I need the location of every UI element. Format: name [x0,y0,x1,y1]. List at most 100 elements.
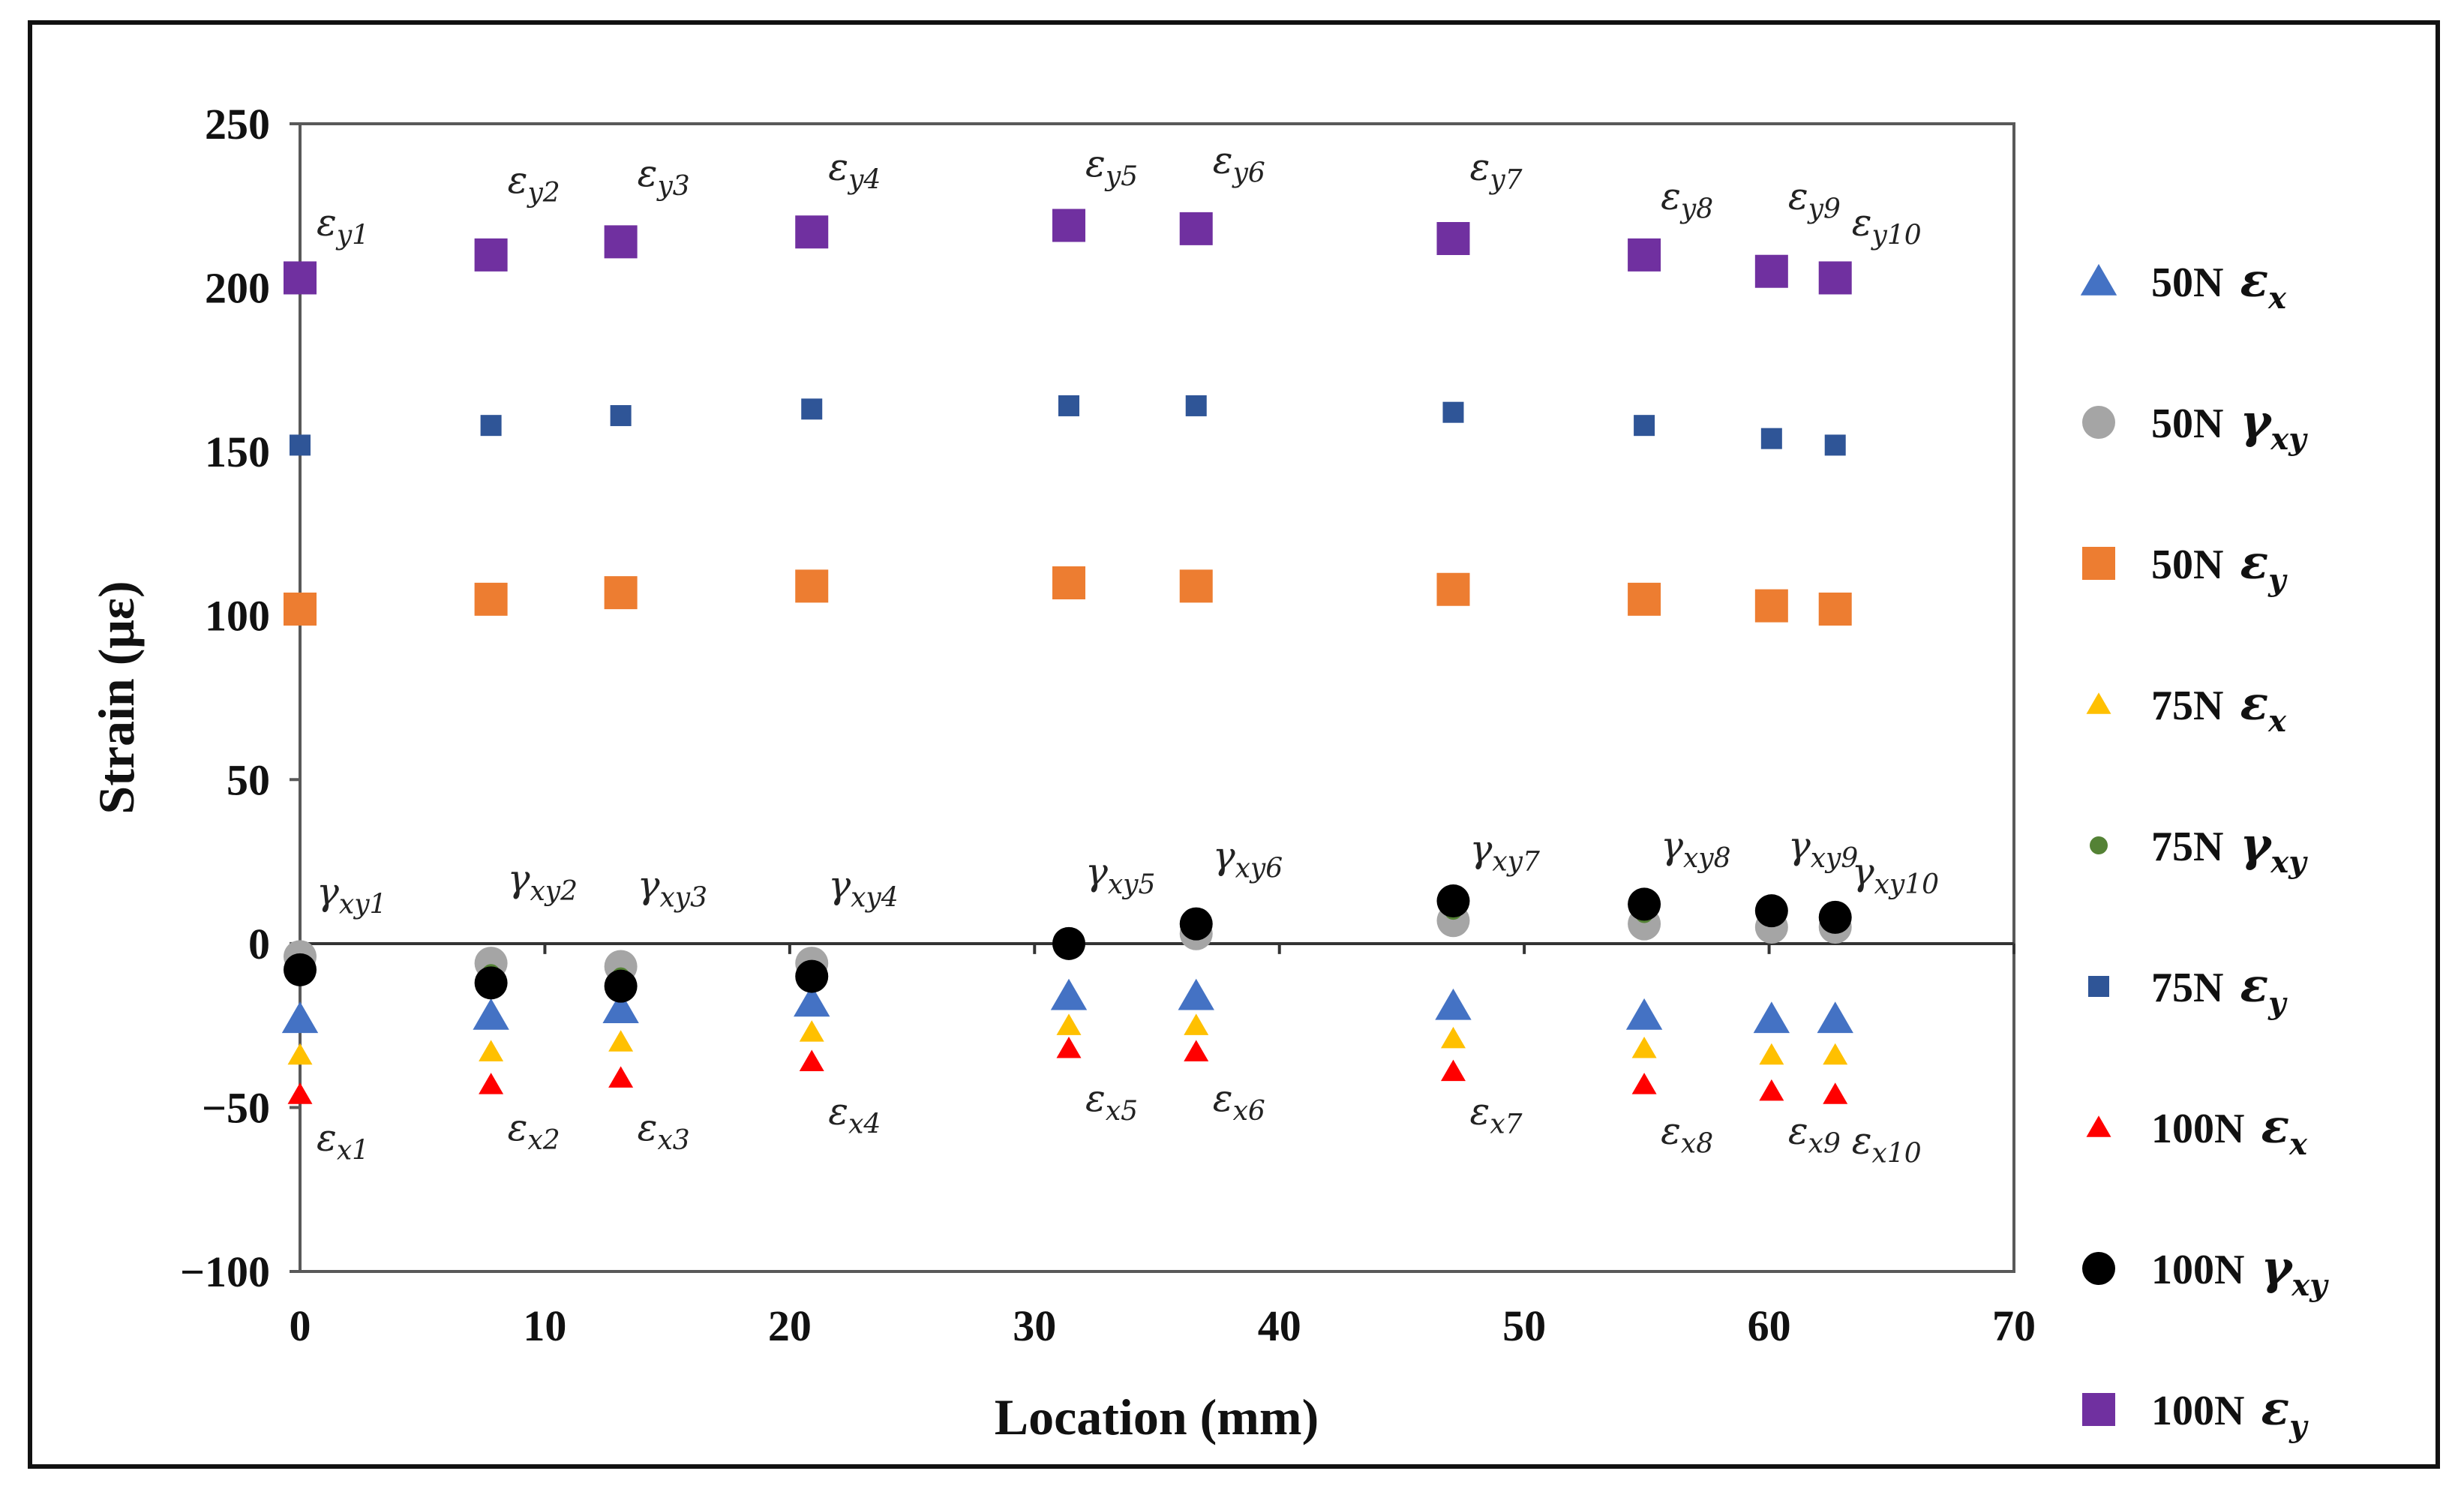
data-point [480,415,502,437]
point-annotation: εy4 [828,145,881,195]
data-point [1185,395,1207,416]
data-point [1818,900,1852,934]
legend-label: 75N γxy [2151,817,2308,880]
data-point [287,1043,313,1065]
data-point [1184,1013,1209,1035]
data-point [1754,894,1788,928]
data-point [284,953,317,986]
legend-entry: 75N γxy [2090,817,2308,880]
data-point [799,1049,824,1071]
data-point [1754,589,1788,623]
legend-label: 75N εy [2151,958,2288,1021]
data-point [602,992,639,1023]
point-annotation: εy2 [508,158,560,209]
legend-marker [2082,547,2115,580]
legend-label: 50N εx [2151,253,2287,316]
legend-label: 100N γxy [2151,1240,2329,1303]
data-point [799,1020,824,1042]
data-point [474,966,508,1000]
data-point [284,592,317,626]
y-tick-label: 200 [205,264,270,313]
point-annotation: γxy5 [1085,850,1155,900]
legend-label: 50N εy [2151,535,2288,598]
y-tick-label: 50 [227,755,270,804]
data-point [473,998,509,1030]
data-point [1628,238,1661,272]
data-point [1759,1043,1784,1065]
data-point [474,238,508,272]
y-tick-label: 250 [205,100,270,149]
data-point [1818,592,1852,626]
point-annotation: εx3 [638,1106,690,1156]
legend-entry: 75N εy [2088,958,2288,1021]
plot-area-frame [299,122,2015,1273]
point-annotation: γxy4 [828,863,898,914]
data-point [1754,254,1788,288]
point-annotation: εy1 [317,201,369,251]
y-tick-label: −100 [180,1247,270,1296]
legend-marker [2086,1115,2111,1137]
legend-marker [2080,263,2117,296]
legend-entry: 75N εx [2086,676,2287,739]
data-point [290,434,311,456]
x-tick-label: 60 [1748,1301,1791,1350]
point-annotation: εy3 [638,152,690,202]
x-tick-label: 50 [1502,1301,1546,1350]
point-annotation: γxy6 [1213,833,1283,884]
y-tick-label: −50 [202,1083,270,1132]
data-point [479,1040,504,1061]
point-annotation: εy7 [1469,145,1522,195]
point-annotation: εx6 [1213,1076,1265,1127]
y-axis: 250 200 150 100 50 0 −50 −100 [180,100,300,1296]
data-point [1058,395,1079,416]
data-point [795,959,829,993]
point-annotation: εy5 [1085,142,1138,192]
legend-marker [2082,1393,2115,1426]
data-point [1178,978,1214,1010]
data-point [1179,212,1213,245]
data-point [608,1030,634,1052]
data-point [1817,1001,1853,1034]
x-axis-title: Location (mm) [995,1388,1319,1445]
data-point [1818,261,1852,295]
point-annotation: εx2 [508,1106,560,1156]
point-annotation: εy10 [1852,201,1922,251]
point-annotation: εy9 [1788,175,1841,225]
data-point [795,569,829,603]
data-point [1759,1079,1784,1101]
data-point [1442,401,1464,423]
data-point [1179,569,1213,603]
data-point [479,1073,504,1094]
point-annotation: εx10 [1852,1119,1922,1169]
data-point [1628,582,1661,616]
data-point [1052,926,1085,960]
legend-marker [2082,1252,2115,1285]
data-point [795,215,829,249]
data-point [1179,907,1213,941]
data-point [608,1066,634,1088]
legend-label: 100N εy [2151,1381,2309,1444]
point-annotation: εx9 [1788,1109,1841,1160]
data-point [794,985,830,1017]
point-annotation: γxy1 [317,869,386,920]
legend-entry: 100N εx [2086,1099,2308,1162]
legend-entry: 50N εx [2080,253,2287,316]
data-point [1052,209,1085,242]
series-100N-γxy [284,884,1852,1003]
legend-label: 50N γxy [2151,394,2308,457]
data-point [1050,978,1088,1010]
x-tick-label: 10 [523,1301,566,1350]
data-points [281,209,1853,1104]
data-point [604,225,638,259]
data-point [284,261,317,295]
y-axis-title: Strain (με) [88,581,145,814]
data-point [1184,1040,1209,1061]
legend-marker [2086,692,2111,714]
data-point [1625,998,1663,1030]
data-point [1440,1059,1466,1082]
legend-entry: 50N γxy [2082,394,2308,457]
data-point [1440,1026,1466,1049]
legend-entry: 100N εy [2082,1381,2309,1444]
legend-marker [2082,406,2115,439]
